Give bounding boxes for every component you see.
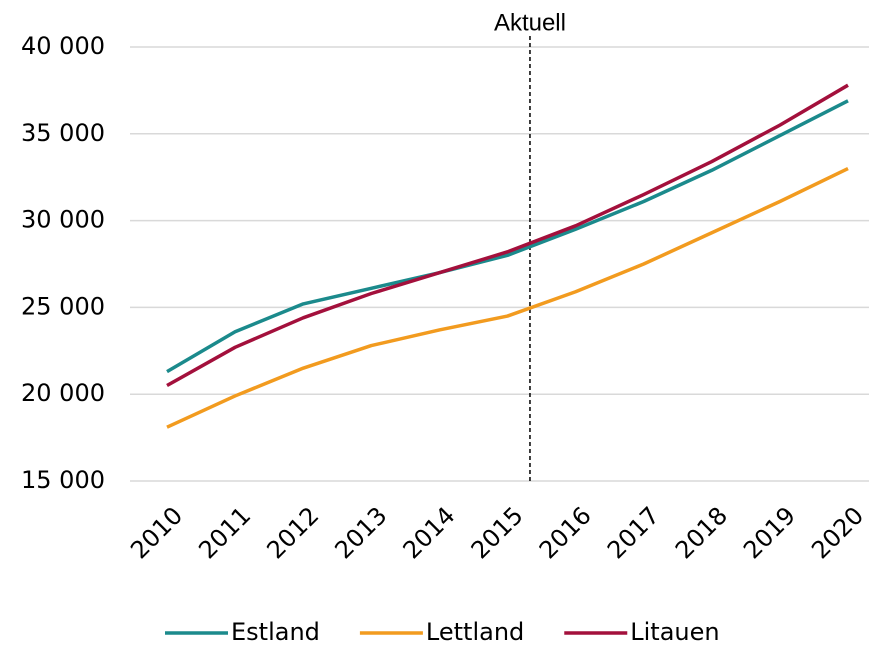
x-tick-label: 2010 (125, 501, 188, 564)
series-line (166, 83, 849, 388)
y-tick-label: 40 000 (21, 32, 105, 60)
x-tick-label: 2020 (806, 501, 869, 564)
x-tick-label: 2015 (466, 501, 529, 564)
x-tick-label: 2019 (738, 501, 801, 564)
y-tick-label: 30 000 (21, 206, 105, 234)
legend-label: Lettland (426, 618, 524, 646)
legend-label: Estland (231, 618, 320, 646)
series-line (166, 166, 849, 429)
x-tick-label: 2012 (261, 501, 324, 564)
x-tick-label: 2018 (670, 501, 733, 564)
y-tick-label: 20 000 (21, 379, 105, 407)
y-tick-label: 25 000 (21, 292, 105, 320)
series-line (166, 99, 849, 374)
y-tick-label: 35 000 (21, 119, 105, 147)
annotation-label: Aktuell (494, 9, 566, 36)
x-tick-label: 2011 (193, 501, 256, 564)
x-tick-label: 2014 (398, 501, 461, 564)
x-tick-label: 2013 (330, 501, 393, 564)
legend-label: Litauen (630, 618, 719, 646)
x-tick-label: 2016 (534, 501, 597, 564)
x-tick-label: 2017 (602, 501, 665, 564)
y-tick-label: 15 000 (21, 466, 105, 494)
